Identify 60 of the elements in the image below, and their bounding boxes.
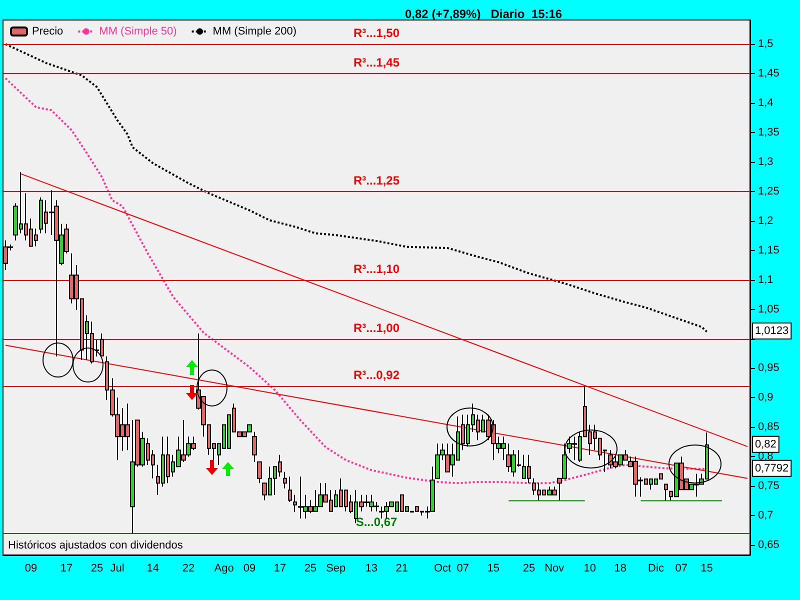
- x-tick-label: 15: [487, 562, 500, 574]
- ref-line-label: R³...1,00: [353, 320, 400, 335]
- y-tick-label: 0,9: [758, 392, 774, 404]
- y-tick-label: 0,85: [758, 421, 780, 434]
- x-tick-label: 13: [365, 562, 378, 574]
- ref-line-label: R³...0,92: [353, 368, 400, 382]
- x-tick-label: 07: [456, 562, 470, 574]
- candlestick: [252, 431, 257, 462]
- y-tick-label: 0,65: [758, 538, 780, 551]
- x-tick-label: 09: [24, 562, 38, 574]
- annotation: 0,82: [755, 438, 776, 450]
- legend-label: Precio: [32, 26, 64, 38]
- x-tick-label: Ago: [214, 562, 234, 574]
- x-tick-label: 17: [60, 562, 73, 574]
- ref-line-label: R³...1,45: [353, 56, 400, 70]
- y-tick-label: 1,2: [758, 214, 774, 227]
- x-tick-label: 07: [675, 562, 688, 574]
- legend-label: MM (Simple 200): [212, 26, 297, 38]
- annotation: Históricos ajustados con dividendos: [8, 540, 184, 552]
- y-tick-label: 1,4: [758, 97, 774, 110]
- x-tick-label: 10: [584, 562, 596, 574]
- x-tick-label: 25: [522, 562, 536, 574]
- chart-title: 0,82 (+7,89%) Diario 15:16: [405, 7, 562, 21]
- legend-label: MM (Simple 50): [99, 26, 177, 38]
- ref-line-label: R³...1,25: [353, 173, 400, 188]
- y-tick-label: 1,35: [758, 126, 780, 139]
- candlestick: [288, 476, 292, 502]
- x-tick-label: 14: [146, 562, 160, 574]
- y-tick-label: 1,15: [758, 244, 780, 256]
- y-tick-label: 1,25: [758, 185, 780, 198]
- candlestick: [293, 494, 297, 512]
- y-tick-label: 0,95: [758, 362, 780, 374]
- annotation: 1,0123: [755, 325, 789, 338]
- x-tick-label: 25: [304, 562, 317, 574]
- x-tick-label: 18: [614, 562, 627, 574]
- y-tick-label: 1,3: [758, 156, 774, 168]
- x-tick-label: Jul: [110, 562, 124, 574]
- ref-line-label: R³...1,50: [353, 26, 400, 40]
- ref-line-label: S...0,67: [356, 515, 398, 530]
- y-tick-label: 1,45: [758, 68, 780, 80]
- y-tick-label: 1,1: [758, 274, 774, 286]
- candlestick: [283, 471, 287, 489]
- x-tick-label: Nov: [544, 562, 565, 574]
- candlestick: [664, 484, 668, 501]
- x-tick-label: 22: [182, 562, 195, 574]
- candlestick: [257, 461, 262, 484]
- y-tick-label: 1,05: [758, 303, 780, 316]
- x-tick-label: 21: [396, 562, 408, 574]
- ref-line-label: R³...1,10: [353, 262, 400, 276]
- x-tick-label: 09: [243, 562, 256, 574]
- y-tick-label: 0,75: [758, 480, 780, 492]
- x-tick-label: 17: [274, 562, 286, 574]
- annotation: 0,7792: [755, 462, 789, 474]
- x-tick-label: 25: [90, 562, 104, 574]
- x-tick-label: 15: [700, 562, 713, 574]
- y-tick-label: 0,7: [758, 510, 774, 522]
- x-tick-label: Dic: [648, 562, 664, 574]
- y-tick-label: 1,5: [758, 38, 774, 50]
- x-tick-label: Oct: [434, 562, 452, 574]
- x-tick-label: Sep: [326, 562, 346, 574]
